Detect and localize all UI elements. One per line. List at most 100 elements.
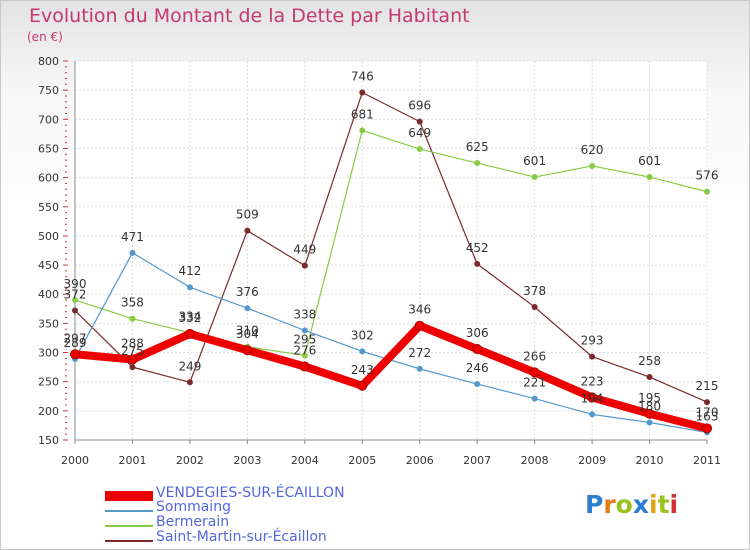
y-tick-label: 750 [38, 84, 59, 97]
legend-swatch [105, 510, 153, 512]
data-label: 412 [178, 264, 201, 278]
data-label: 272 [408, 346, 431, 360]
series-line [74, 129, 708, 357]
data-point [646, 419, 653, 426]
data-label: 601 [638, 154, 661, 168]
data-point [416, 118, 423, 125]
x-tick-label: 2003 [233, 454, 261, 467]
data-label: 372 [64, 288, 87, 302]
logo-letter: r [603, 490, 616, 519]
data-point [587, 392, 598, 403]
data-label: 332 [178, 311, 201, 325]
data-point [531, 174, 538, 181]
x-tick-label: 2010 [636, 454, 664, 467]
proxiti-logo: Proxiti [585, 490, 678, 519]
data-point [244, 305, 251, 312]
data-label: 170 [696, 405, 719, 419]
data-label: 243 [351, 363, 374, 377]
data-label: 601 [523, 154, 546, 168]
data-point [244, 227, 251, 234]
y-tick-label: 150 [38, 434, 59, 447]
data-label: 376 [236, 285, 259, 299]
data-label: 221 [523, 376, 546, 390]
data-label: 246 [466, 361, 489, 375]
data-label: 304 [236, 327, 259, 341]
data-point [70, 349, 80, 360]
data-point [472, 344, 483, 355]
data-point [359, 127, 366, 134]
legend-label: Saint-Martin-sur-Écaillon [156, 529, 327, 545]
data-point [474, 260, 481, 267]
data-label: 649 [408, 126, 431, 140]
grid [74, 60, 708, 441]
data-point [299, 361, 310, 372]
data-label: 346 [408, 303, 431, 317]
chart-title: Evolution du Montant de la Dette par Hab… [29, 5, 470, 27]
data-label: 358 [121, 296, 144, 310]
data-label: 378 [523, 284, 546, 298]
data-point [357, 380, 368, 391]
data-label: 681 [351, 107, 374, 121]
data-label: 576 [696, 169, 719, 183]
y-tick-label: 400 [38, 288, 59, 301]
x-tick-label: 2011 [693, 454, 721, 467]
y-tick-label: 550 [38, 201, 59, 214]
data-label: 310 [236, 324, 259, 338]
series-group [70, 89, 712, 436]
data-label: 390 [64, 277, 87, 291]
y-tick-label: 650 [38, 142, 59, 155]
data-point [416, 146, 423, 153]
data-point [704, 399, 710, 406]
data-point [531, 304, 538, 311]
data-point [474, 160, 481, 167]
data-labels: 372 275 249 509 449 746 696 452 378 293 258 215 390 3… [64, 69, 719, 423]
plot-area [75, 61, 707, 440]
x-tick-label: 2001 [118, 454, 146, 467]
data-point [242, 345, 253, 356]
data-label: 306 [466, 326, 489, 340]
x-tick-label: 2009 [578, 454, 606, 467]
data-point [414, 320, 425, 331]
data-point [589, 162, 596, 169]
data-label: 295 [293, 332, 316, 346]
y-tick-label: 700 [38, 113, 59, 126]
data-point [646, 374, 653, 381]
data-point [186, 379, 193, 386]
x-tick-label: 2000 [61, 454, 89, 467]
data-point [474, 381, 481, 388]
data-label: 276 [293, 344, 316, 358]
x-tick-label: 2007 [463, 454, 491, 467]
logo-letter: x [632, 490, 649, 519]
x-tick-label: 2008 [521, 454, 549, 467]
data-point [646, 174, 653, 181]
data-label: 509 [236, 208, 259, 222]
legend-swatch [105, 540, 153, 542]
series-line [74, 91, 708, 403]
legend-label: Bermerain [156, 514, 230, 530]
legend-label: VENDEGIES-SUR-ÉCAILLON [156, 485, 345, 501]
data-point [301, 262, 308, 269]
data-label: 194 [581, 391, 604, 405]
data-point [72, 297, 78, 304]
data-label: 625 [466, 140, 489, 154]
data-label: 334 [178, 310, 201, 324]
y-tick-label: 300 [38, 347, 59, 360]
legend-label: Sommaing [156, 499, 231, 515]
data-point [129, 364, 136, 371]
y-tick-label: 450 [38, 259, 59, 272]
logo-letter: i [669, 490, 679, 519]
legend-swatch [105, 491, 153, 501]
y-tick-label: 350 [38, 317, 59, 330]
data-label: 275 [121, 344, 144, 358]
data-point [704, 188, 710, 195]
data-point [184, 328, 195, 339]
axes: 150 200 250 300 350 400 450 500 550 600 650 700 750 8… [38, 55, 721, 467]
logo-letter: t [657, 490, 670, 519]
data-point [72, 307, 78, 314]
data-point [129, 249, 136, 256]
x-tick-label: 2006 [406, 454, 434, 467]
x-tick-label: 2005 [348, 454, 376, 467]
data-label: 620 [581, 143, 604, 157]
